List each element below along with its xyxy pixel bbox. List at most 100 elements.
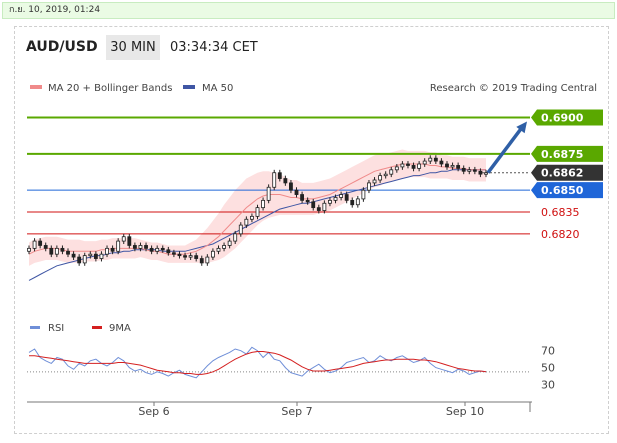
candle bbox=[294, 189, 299, 195]
ma50-path bbox=[28, 169, 486, 281]
level-label-0.6850: 0.6850 bbox=[541, 184, 584, 197]
candle bbox=[38, 240, 43, 246]
date-bar: ก.ย. 10, 2019, 01:24 bbox=[2, 2, 615, 19]
candle bbox=[272, 172, 277, 188]
ma20-legend-label: MA 20 + Bollinger Bands bbox=[48, 83, 172, 94]
candle bbox=[389, 169, 394, 175]
candle bbox=[66, 250, 70, 255]
candle bbox=[32, 240, 37, 249]
candle bbox=[383, 173, 388, 177]
rsi-panel: 70 50 30 bbox=[27, 345, 555, 392]
x-axis: Sep 6 Sep 7 Sep 10 bbox=[27, 401, 532, 418]
candle bbox=[428, 157, 433, 162]
candle bbox=[54, 247, 59, 255]
candle bbox=[27, 247, 31, 252]
timeframe-button[interactable]: 30 MIN bbox=[106, 35, 160, 60]
candle bbox=[344, 194, 349, 201]
rsi-line bbox=[28, 346, 487, 379]
candle bbox=[305, 199, 310, 203]
candle bbox=[166, 249, 171, 254]
candle bbox=[160, 247, 165, 251]
candle bbox=[355, 198, 360, 206]
candle bbox=[199, 258, 204, 264]
candle bbox=[461, 167, 466, 172]
candle bbox=[322, 202, 327, 211]
candle bbox=[300, 194, 304, 201]
candle bbox=[422, 160, 427, 165]
level-labels: 0.6900 0.6875 0.6862 0.6850 0.6835 0.6820 bbox=[531, 109, 603, 241]
candle bbox=[472, 169, 477, 172]
candle bbox=[283, 178, 288, 184]
candle bbox=[105, 247, 109, 255]
rsi-ma9-line bbox=[29, 351, 487, 375]
candle bbox=[316, 207, 321, 211]
candle bbox=[60, 247, 65, 252]
candle bbox=[378, 175, 383, 181]
candle bbox=[277, 172, 282, 179]
candle bbox=[484, 172, 488, 175]
candle bbox=[222, 245, 226, 249]
candle bbox=[361, 189, 366, 200]
candle bbox=[216, 247, 221, 252]
ma50-legend-swatch bbox=[183, 85, 195, 89]
currency-pair: AUD/USD bbox=[26, 39, 98, 55]
chart-panel bbox=[14, 26, 609, 434]
candle bbox=[183, 255, 187, 258]
ma9-legend-label: 9MA bbox=[109, 323, 131, 334]
candle bbox=[43, 245, 48, 249]
level-label-0.6862: 0.6862 bbox=[541, 167, 583, 180]
candle bbox=[439, 160, 444, 165]
candle bbox=[456, 165, 461, 169]
candle bbox=[88, 253, 93, 257]
candle bbox=[177, 253, 182, 257]
candle bbox=[372, 179, 377, 184]
rsi-tick-70: 70 bbox=[541, 345, 555, 358]
rsi-tick-50: 50 bbox=[541, 362, 555, 375]
ma20-legend-swatch bbox=[30, 85, 42, 89]
candle bbox=[394, 166, 399, 171]
level-label-0.6835: 0.6835 bbox=[541, 206, 580, 219]
candle bbox=[233, 233, 238, 242]
candle bbox=[77, 256, 82, 264]
candle bbox=[433, 157, 438, 162]
candle bbox=[478, 170, 483, 175]
candle bbox=[71, 253, 76, 258]
candle bbox=[350, 199, 355, 206]
candle bbox=[289, 182, 293, 191]
candle bbox=[155, 247, 160, 252]
candle bbox=[116, 240, 121, 252]
price-candles bbox=[27, 155, 488, 266]
candle bbox=[367, 182, 371, 191]
candle bbox=[211, 250, 215, 258]
candle bbox=[400, 163, 405, 168]
candle bbox=[144, 245, 148, 249]
candle bbox=[171, 252, 176, 255]
ma50-line bbox=[28, 169, 486, 281]
candle bbox=[445, 163, 449, 168]
candle bbox=[82, 255, 87, 264]
x-tick-label: Sep 7 bbox=[281, 405, 312, 418]
level-label-0.6900: 0.6900 bbox=[541, 111, 584, 124]
candle bbox=[149, 247, 154, 252]
candle bbox=[261, 199, 265, 209]
candle bbox=[311, 201, 316, 209]
level-label-0.6820: 0.6820 bbox=[541, 228, 580, 241]
candle bbox=[250, 215, 254, 220]
candle bbox=[450, 165, 455, 168]
x-tick-label: Sep 10 bbox=[446, 405, 484, 418]
date-text: ก.ย. 10, 2019, 01:24 bbox=[9, 5, 101, 15]
server-time: 03:34:34 CET bbox=[170, 40, 258, 55]
candle bbox=[238, 224, 243, 235]
candle bbox=[138, 245, 143, 249]
level-lines bbox=[27, 116, 530, 235]
level-tag-0.6875 bbox=[531, 145, 603, 162]
candle bbox=[99, 253, 104, 259]
candle bbox=[188, 255, 193, 258]
candle bbox=[49, 247, 54, 255]
forecast-arrow bbox=[486, 121, 527, 174]
rsi-tick-30: 30 bbox=[541, 379, 555, 392]
candle bbox=[132, 245, 137, 249]
candle bbox=[127, 236, 132, 246]
level-tag-0.6850 bbox=[531, 182, 603, 199]
